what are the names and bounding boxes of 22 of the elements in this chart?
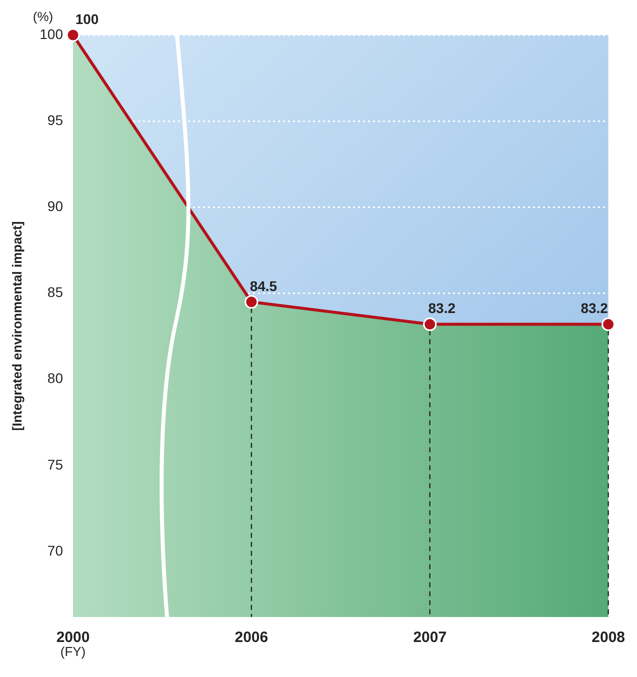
data-label: 83.2 xyxy=(428,300,456,316)
text: (FY) xyxy=(60,644,86,659)
point xyxy=(602,318,616,332)
data-label: 84.5 xyxy=(250,278,278,294)
x-tick-label: 2006 xyxy=(234,629,268,646)
y-axis-title: [Integrated environmental impact] xyxy=(9,221,24,431)
y-tick-label: 95 xyxy=(47,112,64,128)
x-tick-label: 2000 xyxy=(56,629,90,646)
y-tick-label: 80 xyxy=(47,370,64,386)
y-tick-label: 85 xyxy=(47,284,64,300)
y-tick-label: 90 xyxy=(47,198,64,214)
data-label: 83.2 xyxy=(580,300,608,316)
y-tick-label: 75 xyxy=(47,456,64,472)
point xyxy=(66,28,80,42)
text: (%) xyxy=(32,9,54,24)
y-tick-label: 100 xyxy=(40,26,64,42)
x-tick-label: 2008 xyxy=(592,629,626,646)
x-tick-label: 2007 xyxy=(413,629,447,646)
point xyxy=(423,318,437,332)
data-label: 100 xyxy=(75,10,99,27)
point xyxy=(244,295,258,309)
y-tick-label: 70 xyxy=(47,542,64,558)
